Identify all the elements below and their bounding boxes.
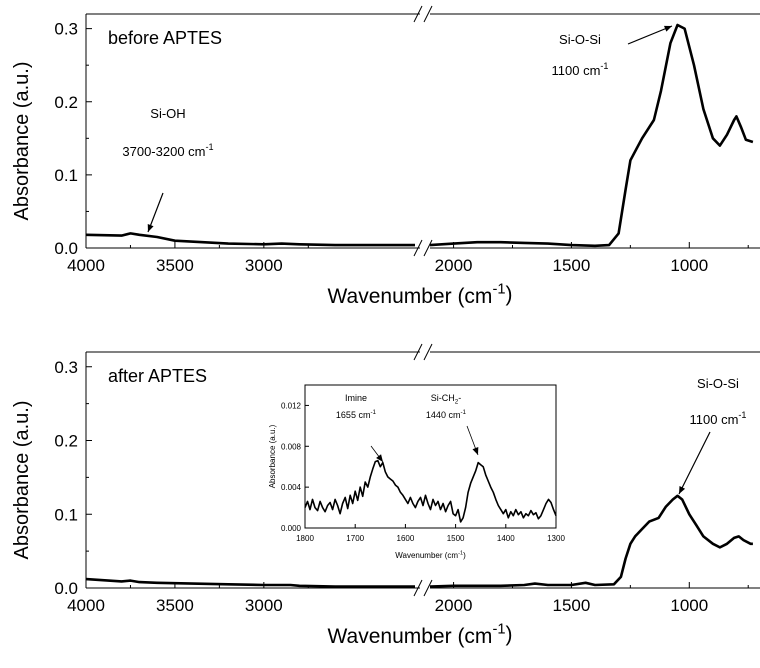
inset-y-axis-label: Absorbance (a.u.) — [268, 424, 277, 488]
axis-break-mark — [413, 343, 423, 361]
x-tick-label: 3500 — [156, 256, 194, 275]
y-tick-label: 0.0 — [54, 239, 78, 258]
y-tick-label: 0.3 — [54, 20, 78, 39]
axis-break-mark — [423, 239, 433, 257]
inset-arrow-si-ch2-head — [472, 447, 479, 455]
inset-annotation-si-ch2-wavenumber: 1440 cm-1 — [426, 409, 467, 420]
arrow-si-o-si-head — [664, 25, 672, 32]
axis-break-mark — [413, 239, 423, 257]
y-tick-label: 0.0 — [54, 579, 78, 598]
inset-y-tick-label: 0.008 — [281, 442, 302, 451]
inset-annotation-imine: Imine — [345, 393, 367, 403]
x-axis-label: Wavenumber (cm-1) — [328, 622, 513, 648]
axis-break-mark — [423, 579, 433, 597]
inset-y-tick-label: 0.012 — [281, 401, 302, 410]
axis-break-mark — [413, 5, 423, 23]
arrow-si-o-si — [627, 25, 673, 45]
arrow-si-o-si — [678, 431, 711, 495]
panel-bottom: 0.0 0.1 0.2 0.3 4000 3500 3000 2000 1500 1000 Wave… — [11, 343, 760, 648]
inset-x-tick-label: 1500 — [447, 534, 465, 543]
x-tick-label: 1000 — [670, 596, 708, 615]
x-tick-label: 2000 — [435, 256, 473, 275]
annotation-si-o-si-wavenumber: 1100 cm-1 — [552, 61, 609, 78]
y-tick-label: 0.2 — [54, 93, 78, 112]
inset-y-tick-label: 0.004 — [281, 483, 302, 492]
arrow-si-oh-head — [147, 224, 154, 232]
y-axis-label: Absorbance (a.u.) — [11, 62, 33, 221]
inset-annotation-si-ch2: Si-CH2- — [431, 393, 462, 406]
annotation-si-oh-range: 3700-3200 cm-1 — [122, 142, 213, 159]
series-line — [85, 232, 415, 247]
x-axis-label: Wavenumber (cm-1) — [328, 282, 513, 308]
x-tick-label: 1500 — [553, 256, 591, 275]
x-tick-label: 4000 — [67, 596, 105, 615]
y-tick-label: 0.1 — [54, 505, 78, 524]
inset-y-tick-label: 0.000 — [281, 524, 302, 533]
inset-annotation-imine-wavenumber: 1655 cm-1 — [336, 409, 377, 420]
arrow-si-o-si-head — [679, 486, 686, 494]
inset-arrow-imine-head — [376, 454, 383, 462]
inset-x-tick-label: 1700 — [346, 534, 364, 543]
annotation-si-o-si: Si-O-Si — [559, 32, 601, 47]
x-tick-label: 4000 — [67, 256, 105, 275]
series-line — [429, 23, 754, 248]
series-line — [429, 494, 753, 588]
panel-label: before APTES — [108, 28, 222, 48]
x-tick-label: 1000 — [670, 256, 708, 275]
inset-series-line — [304, 459, 557, 523]
inset-chart: 1800 1700 1600 1500 1400 1300 0.000 0.004 0.008 0… — [268, 384, 565, 560]
x-tick-label: 3000 — [245, 256, 283, 275]
axis-break-mark — [423, 343, 433, 361]
inset-x-tick-label: 1800 — [296, 534, 314, 543]
panel-top: 0.0 0.1 0.2 0.3 4000 3500 3000 2000 1500 1000 Wave… — [11, 5, 760, 308]
inset-x-tick-label: 1600 — [397, 534, 415, 543]
inset-x-tick-label: 1300 — [547, 534, 565, 543]
x-tick-label: 2000 — [435, 596, 473, 615]
panel-label: after APTES — [108, 366, 207, 386]
inset-x-axis-label: Wavenumber (cm-1) — [395, 550, 466, 560]
annotation-si-oh: Si-OH — [150, 106, 185, 121]
x-tick-label: 1500 — [553, 596, 591, 615]
x-tick-label: 3000 — [245, 596, 283, 615]
inset-x-tick-label: 1400 — [497, 534, 515, 543]
y-axis-label: Absorbance (a.u.) — [11, 401, 33, 560]
y-tick-label: 0.1 — [54, 166, 78, 185]
x-tick-label: 3500 — [156, 596, 194, 615]
annotation-si-o-si: Si-O-Si — [697, 376, 739, 391]
y-tick-label: 0.2 — [54, 432, 78, 451]
axis-break-mark — [423, 5, 433, 23]
series-line — [85, 577, 415, 588]
axis-break-mark — [413, 579, 423, 597]
annotation-si-o-si-wavenumber: 1100 cm-1 — [690, 410, 747, 427]
y-tick-label: 0.3 — [54, 358, 78, 377]
